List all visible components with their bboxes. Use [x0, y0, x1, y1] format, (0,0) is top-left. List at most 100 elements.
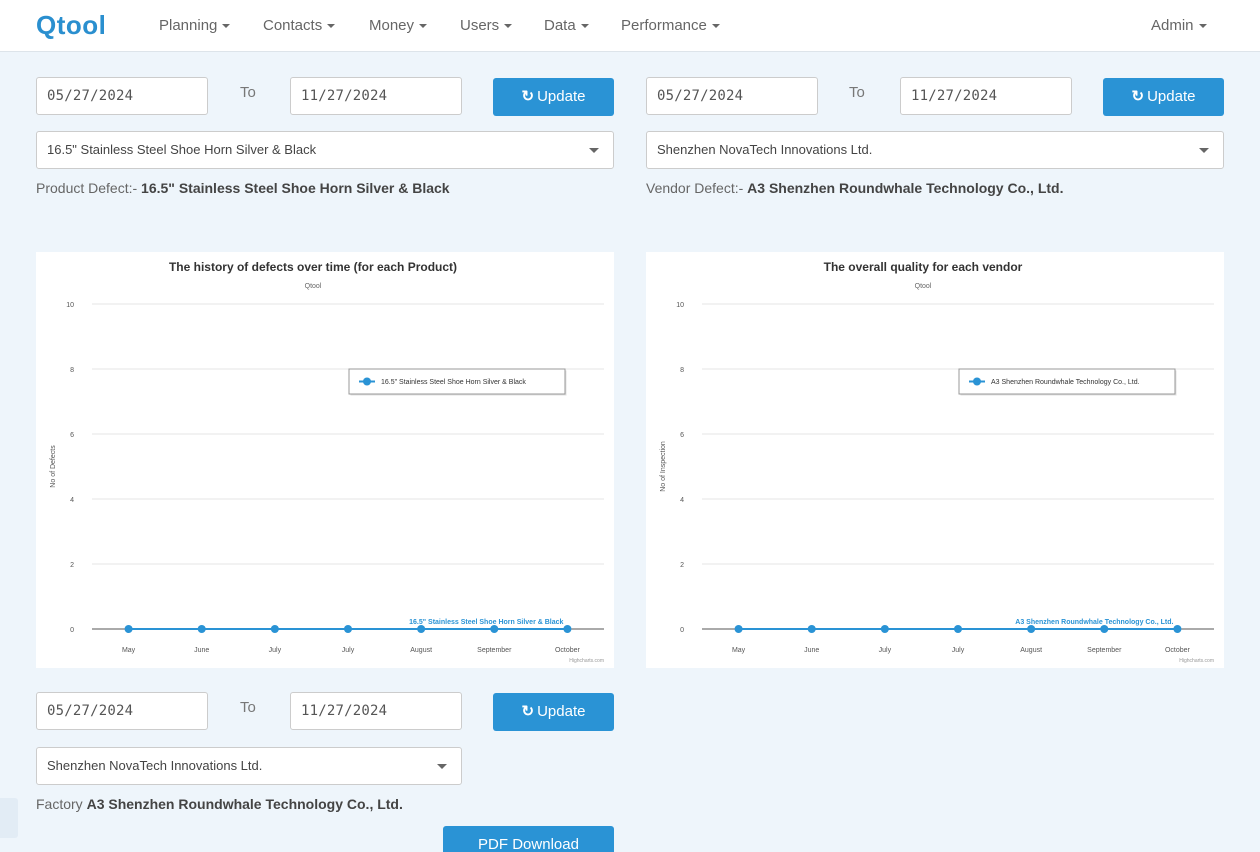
- product-to-date-input[interactable]: 11/27/2024: [290, 77, 462, 115]
- caret-down-icon: [327, 24, 336, 29]
- nav-data-label: Data: [544, 17, 576, 34]
- factory-select[interactable]: Shenzhen NovaTech Innovations Ltd.: [36, 747, 462, 785]
- caret-down-icon: [711, 24, 720, 29]
- series-end-label: 16.5" Stainless Steel Shoe Horn Silver &…: [409, 619, 563, 626]
- data-point: [1100, 625, 1109, 633]
- series-end-label: A3 Shenzhen Roundwhale Technology Co., L…: [1015, 619, 1173, 626]
- product-defect-line: Product Defect:- 16.5" Stainless Steel S…: [36, 180, 450, 196]
- vendor-defect-prefix: Vendor Defect:-: [646, 180, 744, 196]
- data-point: [270, 625, 279, 633]
- y-tick-label: 4: [70, 497, 74, 504]
- y-tick-label: 4: [680, 497, 684, 504]
- nav-user-label: Admin: [1151, 17, 1194, 34]
- nav-users[interactable]: Users: [460, 17, 513, 34]
- nav-planning-label: Planning: [159, 17, 218, 34]
- nav-user-menu[interactable]: Admin: [1151, 17, 1207, 34]
- nav-contacts-label: Contacts: [263, 17, 323, 34]
- data-point: [344, 625, 352, 633]
- nav-money[interactable]: Money: [369, 17, 428, 34]
- vendor-select[interactable]: Shenzhen NovaTech Innovations Ltd.: [646, 131, 1224, 169]
- nav-users-label: Users: [460, 17, 500, 34]
- x-tick-label: September: [477, 647, 512, 654]
- x-tick-label: June: [194, 647, 209, 654]
- product-select[interactable]: 16.5" Stainless Steel Shoe Horn Silver &…: [36, 131, 614, 169]
- factory-value: A3 Shenzhen Roundwhale Technology Co., L…: [86, 796, 403, 812]
- factory-update-button[interactable]: ↻ Update: [493, 693, 614, 731]
- pdf-download-button[interactable]: PDF Download: [443, 826, 614, 852]
- dropdown-arrow-icon: [589, 148, 599, 153]
- legend-box: [958, 368, 1176, 395]
- y-tick-label: 10: [676, 302, 684, 309]
- data-point: [734, 625, 743, 633]
- y-tick-label: 6: [680, 432, 684, 439]
- x-tick-label: October: [1165, 647, 1191, 654]
- refresh-icon: ↻: [521, 703, 535, 720]
- x-tick-label: May: [732, 647, 746, 654]
- top-navbar: Qtool Planning Contacts Money Users Data…: [0, 0, 1260, 52]
- y-tick-label: 2: [680, 562, 684, 569]
- product-defects-chart: The history of defects over time (for ea…: [36, 252, 614, 668]
- refresh-icon: ↻: [521, 88, 535, 105]
- vendor-defect-value: A3 Shenzhen Roundwhale Technology Co., L…: [747, 180, 1064, 196]
- x-tick-label: September: [1087, 647, 1122, 654]
- chart-title: The overall quality for each vendor: [824, 260, 1023, 274]
- nav-data[interactable]: Data: [544, 17, 589, 34]
- factory-select-value: Shenzhen NovaTech Innovations Ltd.: [47, 758, 263, 773]
- vendor-defect-line: Vendor Defect:- A3 Shenzhen Roundwhale T…: [646, 180, 1063, 196]
- side-tab-handle[interactable]: [0, 798, 18, 838]
- caret-down-icon: [504, 24, 513, 29]
- vendor-quality-chart: The overall quality for each vendor Qtool…: [646, 252, 1224, 668]
- vendor-update-button[interactable]: ↻ Update: [1103, 78, 1224, 116]
- x-tick-label: July: [342, 647, 355, 654]
- pdf-download-label: PDF Download: [478, 836, 579, 852]
- data-point: [124, 625, 133, 633]
- y-axis-label: No of Inspection: [660, 441, 667, 492]
- data-point: [1173, 625, 1182, 633]
- nav-performance[interactable]: Performance: [621, 17, 720, 34]
- legend-label: 16.5" Stainless Steel Shoe Horn Silver &…: [381, 379, 526, 386]
- data-point: [490, 625, 499, 633]
- chart-credits: Highcharts.com: [569, 658, 604, 664]
- chart-title: The history of defects over time (for ea…: [169, 260, 457, 274]
- nav-money-label: Money: [369, 17, 415, 34]
- factory-from-date-input[interactable]: 05/27/2024: [36, 692, 208, 730]
- data-point: [880, 625, 889, 633]
- x-tick-label: July: [879, 647, 892, 654]
- refresh-icon: ↻: [1131, 88, 1145, 105]
- chart-svg: The overall quality for each vendor Qtool…: [660, 260, 1214, 664]
- dropdown-arrow-icon: [1199, 148, 1209, 153]
- data-point: [1027, 625, 1036, 633]
- nav-contacts[interactable]: Contacts: [263, 17, 336, 34]
- product-update-button[interactable]: ↻ Update: [493, 78, 614, 116]
- data-point: [807, 625, 816, 633]
- product-to-label: To: [240, 84, 256, 101]
- x-tick-label: July: [269, 647, 282, 654]
- chart-subtitle: Qtool: [915, 283, 932, 290]
- vendor-from-date-input[interactable]: 05/27/2024: [646, 77, 818, 115]
- nav-planning[interactable]: Planning: [159, 17, 231, 34]
- product-defect-value: 16.5" Stainless Steel Shoe Horn Silver &…: [141, 180, 450, 196]
- caret-down-icon: [1198, 24, 1207, 29]
- vendor-to-label: To: [849, 84, 865, 101]
- x-tick-label: May: [122, 647, 136, 654]
- x-tick-label: August: [1020, 647, 1042, 654]
- vendor-to-date-input[interactable]: 11/27/2024: [900, 77, 1072, 115]
- data-point: [563, 625, 572, 633]
- chart-credits: Highcharts.com: [1179, 658, 1214, 664]
- product-defect-prefix: Product Defect:-: [36, 180, 138, 196]
- y-tick-label: 0: [680, 627, 684, 634]
- legend-box: [348, 368, 566, 395]
- brand-logo[interactable]: Qtool: [36, 10, 107, 40]
- chart-svg: The history of defects over time (for ea…: [50, 260, 604, 664]
- product-from-date-input[interactable]: 05/27/2024: [36, 77, 208, 115]
- factory-update-label: Update: [537, 703, 586, 720]
- data-point: [197, 625, 206, 633]
- legend-label: A3 Shenzhen Roundwhale Technology Co., L…: [991, 379, 1140, 386]
- legend-marker: [363, 377, 371, 386]
- chart-subtitle: Qtool: [305, 283, 322, 290]
- y-tick-label: 0: [70, 627, 74, 634]
- factory-to-label: To: [240, 699, 256, 716]
- factory-to-date-input[interactable]: 11/27/2024: [290, 692, 462, 730]
- product-select-value: 16.5" Stainless Steel Shoe Horn Silver &…: [47, 142, 317, 157]
- factory-prefix: Factory: [36, 796, 83, 812]
